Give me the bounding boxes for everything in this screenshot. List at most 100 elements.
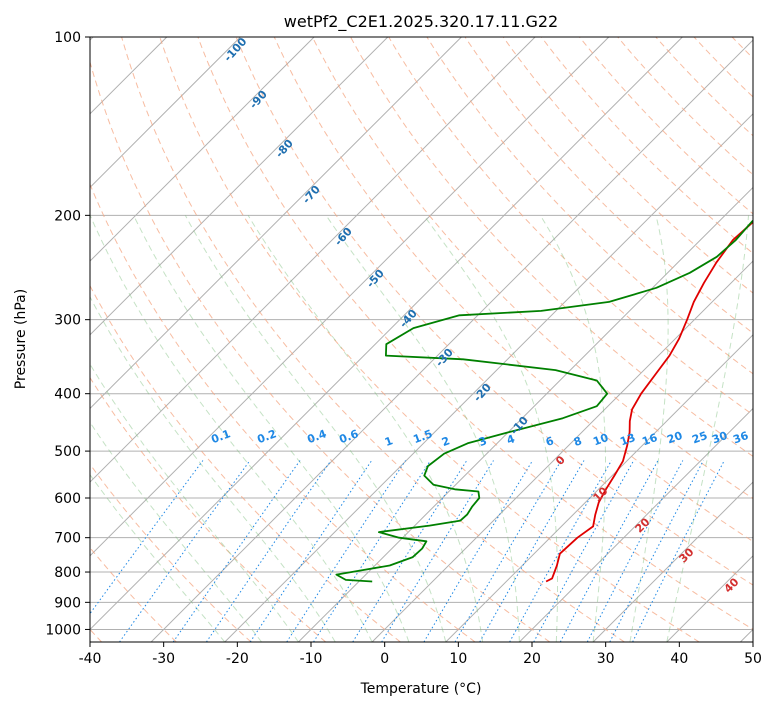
isotherm-line [90, 37, 610, 557]
mixing-ratio-line [454, 460, 562, 642]
y-axis-title: Pressure (hPa) [13, 289, 29, 389]
axes: -40 -30 -20 -10 0 10 20 30 40 50 1000 900 800 700 600 5… [45, 30, 762, 667]
mixing-ratio-line [509, 460, 612, 642]
x-tick-label: 0 [380, 651, 389, 667]
mixing-ratio-label: 25 [690, 429, 709, 446]
moist-adiabat [184, 215, 447, 642]
isotherm-line [90, 37, 683, 631]
mixing-ratio-label: 20 [665, 429, 684, 447]
x-tick-label: 20 [523, 651, 541, 667]
isotherm-line [371, 260, 753, 642]
dry-adiabat [464, 37, 753, 334]
dry-adiabat [311, 37, 753, 500]
isotherm-line [224, 113, 753, 642]
mixing-ratio-label: 0.4 [305, 427, 328, 446]
x-tick-label: -30 [152, 651, 175, 667]
mixing-ratio-label: 16 [640, 431, 659, 449]
mixing-ratio-label: 36 [731, 429, 750, 447]
moist-adiabat [666, 215, 749, 642]
plot-frame [89, 36, 754, 643]
x-tick-label: -20 [226, 651, 249, 667]
mixing-ratio-label: 6 [544, 434, 556, 449]
x-tick-label: 10 [449, 651, 467, 667]
moist-adiabat [133, 215, 410, 642]
mixing-ratio-line [119, 460, 251, 642]
isotherm-line [90, 37, 462, 410]
mixing-ratio-line [249, 460, 373, 642]
mixing-ratio-label: 2 [440, 434, 452, 449]
dry-adiabat [235, 37, 753, 586]
mixing-ratio-label: 3 [477, 434, 489, 449]
plot-background [90, 37, 753, 642]
mixing-ratio-line [533, 460, 635, 642]
moist-adiabat [539, 215, 606, 642]
mixing-ratio-label: 30 [710, 429, 729, 447]
moist-adiabat [90, 473, 226, 642]
chart-title: wetPf2_C2E1.2025.320.17.11.G22 [284, 12, 558, 32]
mixing-ratio-line [479, 460, 585, 642]
moist-adiabat [629, 215, 669, 642]
moist-adiabat [423, 215, 558, 642]
y-tick-label: 400 [54, 387, 81, 403]
mixing-ratio-line [423, 460, 534, 642]
isotherm-line [519, 407, 753, 642]
y-tick-label: 300 [54, 313, 81, 329]
dry-adiabat [197, 37, 753, 630]
mixing-ratio-label: 4 [505, 432, 517, 447]
isotherm-line [150, 39, 753, 642]
y-tick-label: 600 [54, 491, 81, 507]
isotherm-line [592, 481, 753, 642]
dry-adiabat [388, 37, 753, 416]
mixing-ratio-label: 0.6 [337, 427, 360, 446]
y-tick-label: 1000 [45, 622, 81, 638]
dry-adiabat [579, 37, 753, 215]
dry-adiabat [502, 37, 753, 294]
mixing-ratio-label: 8 [572, 434, 584, 449]
dewpoint-profile-line [335, 219, 753, 583]
moist-adiabat [90, 363, 299, 642]
y-tick-label: 200 [54, 208, 81, 224]
dry-adiabat [770, 37, 775, 642]
mixing-ratio-label: 1 [383, 434, 395, 449]
mixing-ratio-line [90, 460, 204, 615]
y-tick-label: 100 [54, 30, 81, 46]
moist-adiabat [247, 215, 484, 642]
isotherm-line [445, 334, 753, 642]
mixing-ratio-line [205, 460, 332, 642]
x-tick-label: 30 [597, 651, 615, 667]
dry-adiabat [90, 60, 551, 642]
isotherm-line [90, 37, 241, 189]
y-tick-label: 900 [54, 595, 81, 611]
x-axis-title: Temperature (°C) [360, 681, 482, 697]
mixing-ratio-label: 0.2 [255, 427, 278, 446]
plot-area: -100-90-80-70-60-50-40-30-20-100.1 0.2 0.4… [90, 37, 775, 642]
isotherm-line [90, 37, 315, 262]
dry-adiabat [90, 284, 401, 642]
mixing-ratio-label: 0.1 [209, 427, 232, 446]
x-tick-label: 50 [744, 651, 762, 667]
x-tick-label: -40 [79, 651, 102, 667]
mixing-ratio-line [172, 460, 301, 642]
isotherm-line [90, 37, 389, 336]
dry-adiabat [90, 463, 252, 642]
y-tick-label: 700 [54, 531, 81, 547]
mixing-ratio-label: 10 [591, 431, 610, 449]
mixing-ratio-label: 1.5 [411, 427, 434, 446]
dry-adiabat [121, 37, 625, 642]
y-tick-label: 800 [54, 565, 81, 581]
dry-adiabat [617, 37, 753, 176]
moist-adiabat [325, 215, 520, 642]
moist-adiabat [90, 421, 262, 642]
mixing-ratio-line [286, 460, 407, 642]
isotherm-line [90, 37, 536, 483]
dry-adiabat [350, 37, 753, 457]
x-tick-label: -10 [300, 651, 323, 667]
dry-adiabat [159, 37, 700, 642]
x-tick-label: 40 [670, 651, 688, 667]
temperature-profile-line [545, 220, 753, 583]
moist-adiabat [90, 215, 373, 642]
y-tick-label: 500 [54, 444, 81, 460]
mixing-ratio-label: 13 [618, 431, 637, 448]
mixing-ratio-line [632, 460, 725, 642]
